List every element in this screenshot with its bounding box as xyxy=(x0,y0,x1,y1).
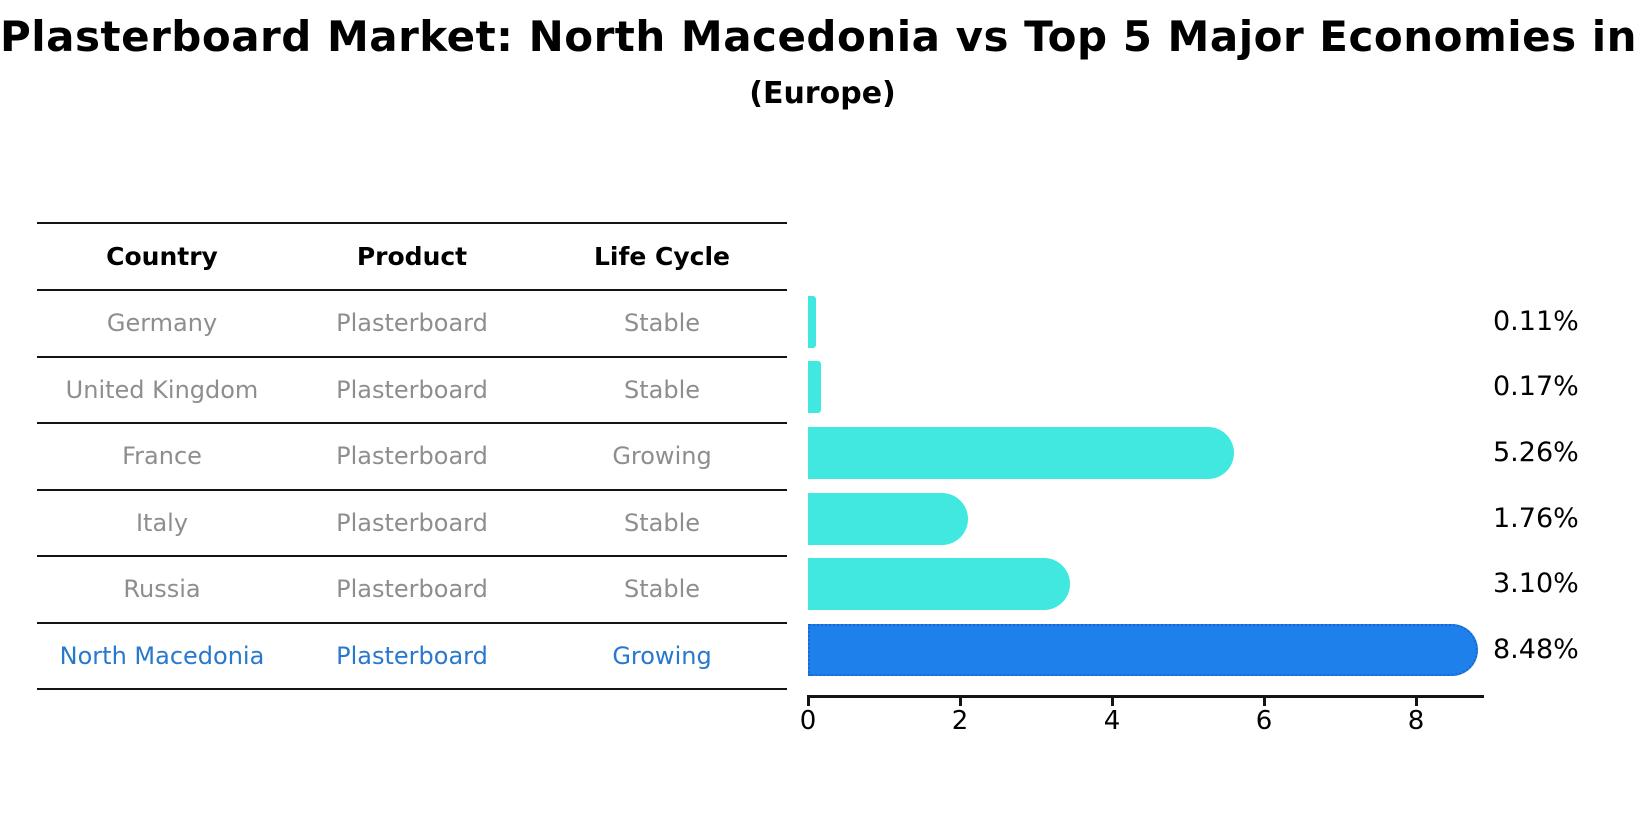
table-row: France Plasterboard Growing xyxy=(37,422,787,489)
cell-country: Italy xyxy=(135,508,189,537)
value-label-united-kingdom: 0.17% xyxy=(1493,371,1579,402)
value-label-russia: 3.10% xyxy=(1493,568,1579,599)
bar-france xyxy=(808,427,1234,479)
value-label-italy: 1.76% xyxy=(1493,503,1579,534)
cell-country: United Kingdom xyxy=(65,375,259,404)
x-axis-tick-label: 6 xyxy=(1255,706,1273,736)
x-axis-tick xyxy=(1415,695,1418,706)
value-label-north-macedonia: 8.48% xyxy=(1493,634,1579,665)
header-product: Product xyxy=(356,242,468,271)
cell-lifecycle: Stable xyxy=(623,575,701,604)
bar-north-macedonia xyxy=(808,624,1479,676)
cell-product: Plasterboard xyxy=(336,575,488,604)
cell-country: Russia xyxy=(123,575,201,604)
table-row: United Kingdom Plasterboard Stable xyxy=(37,355,787,423)
x-axis-tick-label: 2 xyxy=(951,706,969,736)
cell-lifecycle: Stable xyxy=(623,508,701,537)
header-country: Country xyxy=(106,242,218,271)
x-axis-tick xyxy=(959,695,962,706)
bar-italy xyxy=(808,493,968,545)
value-label-france: 5.26% xyxy=(1493,437,1579,468)
cell-country: France xyxy=(122,442,202,471)
cell-country: Germany xyxy=(106,309,218,338)
x-axis-line xyxy=(808,695,1484,698)
cell-lifecycle: Growing xyxy=(612,641,712,670)
cell-product: Plasterboard xyxy=(336,442,488,471)
table-row: Germany Plasterboard Stable xyxy=(37,289,787,356)
x-axis-tick-label: 4 xyxy=(1103,706,1121,736)
table-row-highlighted: North Macedonia Plasterboard Growing xyxy=(37,621,787,689)
x-axis-tick xyxy=(1111,695,1114,706)
cell-lifecycle: Stable xyxy=(623,375,701,404)
cell-product: Plasterboard xyxy=(336,641,488,670)
cell-lifecycle: Growing xyxy=(612,442,712,471)
value-label-germany: 0.11% xyxy=(1493,306,1579,337)
page-subtitle: (Europe) xyxy=(749,76,896,111)
x-axis-tick-label: 0 xyxy=(799,706,817,736)
x-axis-tick-label: 8 xyxy=(1407,706,1425,736)
page-title: Plasterboard Market: North Macedonia vs … xyxy=(0,12,1645,61)
table-row: Russia Plasterboard Stable xyxy=(37,555,787,622)
table-row: Italy Plasterboard Stable xyxy=(37,488,787,556)
cell-product: Plasterboard xyxy=(336,375,488,404)
x-axis-tick xyxy=(1263,695,1266,706)
cell-country: North Macedonia xyxy=(59,641,265,670)
cell-product: Plasterboard xyxy=(336,309,488,338)
cell-product: Plasterboard xyxy=(336,508,488,537)
bar-united-kingdom xyxy=(808,361,821,413)
x-axis-tick xyxy=(807,695,810,706)
table-header-row: Country Product Life Cycle xyxy=(37,222,787,289)
cell-lifecycle: Stable xyxy=(623,309,701,338)
comparison-table: Country Product Life Cycle Germany Plast… xyxy=(37,222,787,690)
bar-russia xyxy=(808,558,1070,610)
header-lifecycle: Life Cycle xyxy=(593,242,731,271)
bar-germany xyxy=(808,296,817,348)
